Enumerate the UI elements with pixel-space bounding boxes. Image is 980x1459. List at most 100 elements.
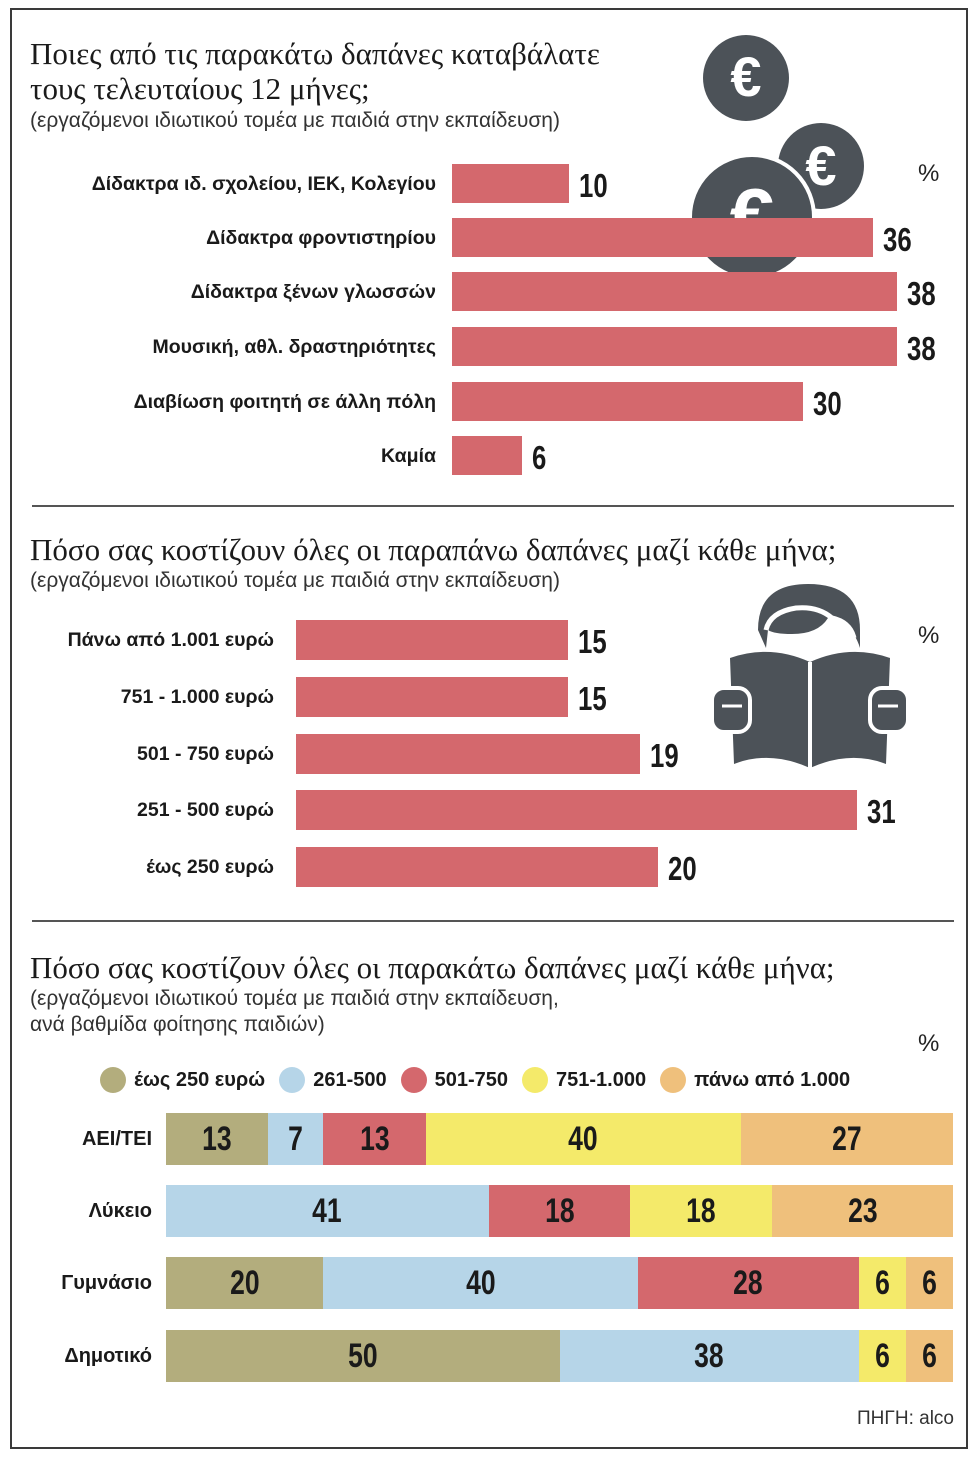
data-label: 20 [229, 1264, 260, 1302]
category-label: Δίδακτρα ιδ. σχολείου, ΙΕΚ, Κολεγίου [91, 172, 436, 195]
data-label: 50 [347, 1337, 378, 1375]
section2-title: Πόσο σας κοστίζουν όλες οι παραπάνω δαπά… [30, 532, 836, 567]
bar-segment: 6 [905, 1330, 953, 1382]
section1-title-line2: τους τελευταίους 12 μήνες; [30, 71, 370, 106]
legend-label: 261-500 [313, 1068, 387, 1091]
bar [452, 218, 874, 257]
legend-item: έως 250 ευρώ [100, 1067, 265, 1093]
bar-segment: 6 [905, 1257, 953, 1309]
bar-segment: 18 [630, 1185, 772, 1237]
legend-swatch [400, 1067, 427, 1093]
data-label: 28 [733, 1264, 764, 1302]
bar-segment: 13 [166, 1113, 269, 1165]
data-label: 15 [577, 623, 607, 660]
bar-segment: 23 [771, 1185, 953, 1237]
legend-item: 501-750 [400, 1067, 509, 1093]
legend-label: 751-1.000 [556, 1068, 647, 1091]
bar [452, 272, 897, 311]
data-label: 18 [686, 1192, 716, 1230]
euro-coin-icon: € [688, 153, 816, 281]
data-label: 15 [577, 680, 607, 717]
bar-segment: 18 [488, 1185, 631, 1237]
data-label: 38 [906, 329, 936, 367]
data-label: 30 [813, 384, 842, 422]
row-label: Λύκειο [88, 1200, 152, 1222]
data-label: 31 [867, 793, 896, 830]
data-label: 38 [694, 1337, 724, 1375]
legend-item: 751-1.000 [522, 1067, 646, 1093]
section3-title-line1: Πόσο σας κοστίζουν όλες οι παρακάτω δαπά… [30, 950, 835, 985]
section3-subtitle: (εργαζόμενοι ιδιωτικού τομέα με παιδιά σ… [30, 986, 559, 1038]
category-label: Δίδακτρα φροντιστηρίου [206, 226, 436, 249]
data-label: 13 [359, 1120, 390, 1158]
bar-segment: 20 [166, 1257, 324, 1309]
bar [452, 382, 803, 421]
data-label: 6 [921, 1337, 937, 1375]
bar [296, 847, 658, 887]
legend-swatch [522, 1067, 549, 1093]
category-label: έως 250 ευρώ [146, 856, 274, 878]
section3-unit: % [918, 1030, 940, 1057]
row-label: Γυμνάσιο [61, 1272, 152, 1294]
category-label: Δίδακτρα ξένων γλωσσών [190, 280, 436, 303]
data-label: 19 [649, 737, 679, 774]
category-label: Πάνω από 1.001 ευρώ [67, 629, 274, 651]
bar [296, 677, 568, 717]
legend-label: 501-750 [434, 1068, 509, 1091]
bar-segment: 40 [323, 1257, 639, 1309]
bar-segment: 13 [323, 1113, 426, 1165]
row-label: Δημοτικό [64, 1345, 152, 1367]
data-label: 41 [312, 1192, 343, 1230]
data-label: 20 [668, 850, 697, 887]
legend: έως 250 ευρώ 261-500 501-750 751-1.000 πάνω … [100, 1064, 864, 1096]
data-label: 38 [906, 274, 936, 312]
bar-segment: 27 [740, 1113, 953, 1165]
bar-segment: 38 [559, 1330, 859, 1382]
bar-segment: 7 [268, 1113, 324, 1165]
data-label: 13 [202, 1120, 232, 1158]
section2-title-line1: Πόσο σας κοστίζουν όλες οι παραπάνω δαπά… [30, 532, 837, 567]
section3-subtitle-line2: ανά βαθμίδα φοίτησης παιδιών) [30, 1013, 325, 1036]
category-label: 251 - 500 ευρώ [137, 799, 274, 821]
euro-coin-icon: € [703, 35, 789, 121]
category-label: Μουσική, αθλ. δραστηριότητες [152, 335, 436, 358]
bar [452, 164, 569, 203]
legend-swatch [279, 1067, 306, 1093]
source-note: ΠΗΓΗ: alco [856, 1408, 954, 1429]
section1-subtitle: (εργαζόμενοι ιδιωτικού τομέα με παιδιά σ… [30, 109, 560, 132]
section3-title: Πόσο σας κοστίζουν όλες οι παρακάτω δαπά… [30, 950, 835, 985]
data-label: 10 [579, 166, 608, 204]
legend-label: έως 250 ευρώ [134, 1068, 266, 1091]
divider-1 [32, 505, 954, 507]
data-label: 36 [883, 220, 912, 258]
bar-segment: 6 [858, 1257, 906, 1309]
bar-segment: 40 [425, 1113, 741, 1165]
data-label: 6 [874, 1264, 890, 1302]
bar [296, 620, 568, 660]
bar [452, 327, 897, 366]
category-label: 501 - 750 ευρώ [137, 743, 274, 765]
svg-text:€: € [730, 45, 761, 108]
section2-unit: % [918, 622, 940, 649]
section1-unit: % [918, 160, 940, 187]
legend-label: πάνω από 1.000 [694, 1068, 851, 1091]
data-label: 40 [568, 1120, 598, 1158]
infographic-frame [10, 8, 968, 1449]
data-label: 23 [847, 1192, 878, 1230]
bar [452, 436, 523, 475]
bar [296, 790, 858, 830]
data-label: 18 [544, 1192, 575, 1230]
divider-2 [32, 920, 954, 922]
category-label: 751 - 1.000 ευρώ [120, 686, 274, 708]
data-label: 6 [921, 1264, 937, 1302]
legend-swatch [100, 1067, 126, 1093]
data-label: 6 [532, 438, 547, 476]
data-label: 6 [874, 1337, 890, 1375]
legend-item: πάνω από 1.000 [660, 1067, 850, 1093]
legend-item: 261-500 [279, 1067, 387, 1093]
reader-icon [710, 584, 910, 768]
section2-subtitle: (εργαζόμενοι ιδιωτικού τομέα με παιδιά σ… [30, 569, 560, 592]
data-label: 27 [831, 1120, 862, 1158]
bar-segment: 6 [858, 1330, 906, 1382]
bar-segment: 28 [638, 1257, 859, 1309]
